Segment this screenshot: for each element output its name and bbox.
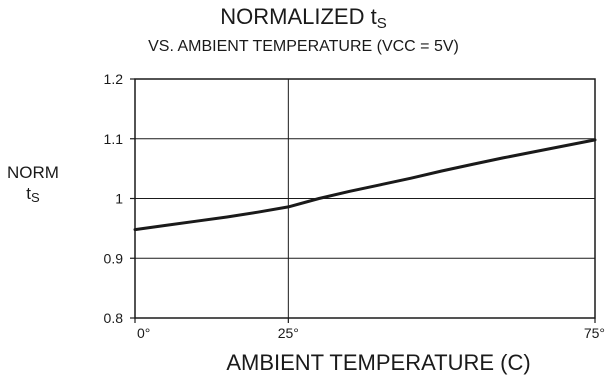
axis-layer bbox=[130, 78, 596, 323]
x-tick-label: 75° bbox=[584, 325, 605, 341]
y-axis-label-t: t bbox=[26, 184, 32, 203]
y-tick-label: 1 bbox=[115, 191, 123, 207]
y-tick-label: 0.9 bbox=[104, 250, 124, 266]
chart-title-text: NORMALIZED t bbox=[220, 4, 377, 29]
y-tick-label: 1.2 bbox=[104, 71, 124, 87]
y-tick-label: 1.1 bbox=[104, 131, 124, 147]
chart-subtitle: VS. AMBIENT TEMPERATURE (VCC = 5V) bbox=[148, 38, 459, 55]
chart-title: NORMALIZED tS bbox=[0, 4, 607, 32]
grid-layer bbox=[135, 79, 595, 318]
x-tick-label: 25° bbox=[278, 325, 299, 341]
y-axis-label-line2: tS bbox=[4, 183, 62, 208]
x-tick-label: 0° bbox=[137, 325, 150, 341]
x-axis-label: AMBIENT TEMPERATURE (C) bbox=[226, 350, 531, 375]
tick-label-layer: 0.8 0.9 1 1.1 1.2 0° 25° 75° bbox=[104, 71, 605, 341]
y-axis-label: NORM tS bbox=[4, 162, 62, 208]
chart-title-subscript: S bbox=[376, 15, 387, 32]
y-tick-label: 0.8 bbox=[104, 310, 124, 326]
series-line bbox=[133, 138, 597, 232]
series-layer bbox=[133, 138, 597, 232]
y-axis-label-line1: NORM bbox=[7, 163, 59, 182]
y-axis-label-subscript: S bbox=[31, 190, 40, 205]
